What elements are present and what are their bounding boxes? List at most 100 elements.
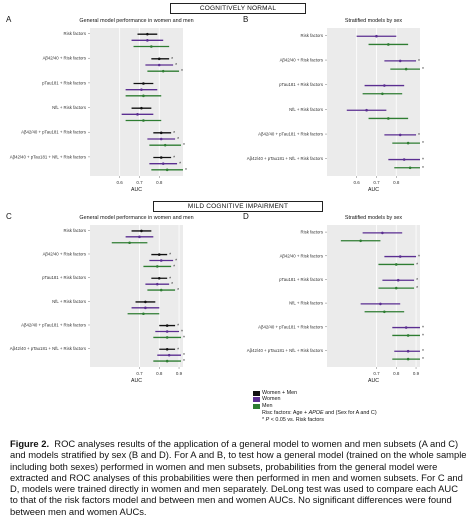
- point-estimate: [398, 255, 402, 258]
- significance-marker: *: [185, 168, 187, 174]
- panel-b-svg: B Stratified models by sex Risk factors Aβ4…: [243, 15, 424, 193]
- x-tick-label: 0.7: [136, 180, 143, 185]
- point-estimate: [150, 45, 153, 48]
- category-label: pTau181 + Risk factors: [42, 80, 86, 85]
- point-estimate: [167, 353, 171, 357]
- panel-title: General model performance in women and m…: [79, 18, 193, 24]
- significance-marker: *: [179, 162, 181, 168]
- category-label: Risk factors: [301, 230, 323, 235]
- panel-c-svg: C General model performance in women and …: [6, 212, 194, 384]
- point-estimate: [165, 347, 169, 351]
- point-estimate: [406, 141, 410, 145]
- category-label: NfL + Risk factors: [52, 105, 86, 110]
- panel-letter: C: [6, 212, 12, 221]
- point-estimate: [398, 59, 402, 63]
- point-estimate: [165, 336, 169, 339]
- cognitively-normal-header: COGNITIVELY NORMAL: [170, 3, 306, 14]
- panel-d-svg: D Stratified models by sex Risk factors Aβ4…: [243, 212, 424, 384]
- panel-title: General model performance in women and m…: [79, 215, 193, 221]
- significance-marker: *: [173, 264, 175, 270]
- panel-title: Stratified models by sex: [345, 18, 403, 24]
- panel-b: B Stratified models by sex Risk factors Aβ4…: [237, 14, 474, 200]
- point-estimate: [161, 162, 165, 165]
- point-estimate: [379, 302, 382, 306]
- point-estimate: [387, 43, 390, 46]
- point-estimate: [165, 330, 169, 333]
- point-estimate: [144, 300, 147, 304]
- point-estimate: [157, 253, 161, 256]
- category-label: Aβ42/40 + pTau181 + NfL + Risk factors: [10, 154, 86, 159]
- x-tick-label: 0.6: [354, 180, 361, 185]
- category-label: Aβ42/40 + Risk factors: [280, 58, 323, 63]
- caption-label: Figure 2.: [10, 438, 50, 449]
- significance-marker: *: [422, 67, 424, 73]
- point-estimate: [383, 84, 386, 87]
- x-tick-label: 0.8: [393, 180, 400, 185]
- category-label: Aβ42/40 + Risk factors: [43, 251, 86, 256]
- point-estimate: [128, 241, 131, 245]
- point-estimate: [396, 278, 400, 282]
- category-label: pTau181 + Risk factors: [279, 82, 323, 87]
- significance-marker: *: [422, 333, 424, 339]
- legend-swatch-both: [253, 390, 260, 396]
- category-label: Aβ42/40 + pTau181 + NfL + Risk factors: [247, 156, 323, 161]
- significance-marker: *: [181, 69, 183, 75]
- x-tick-label: 0.6: [117, 180, 124, 185]
- significance-marker: *: [183, 335, 185, 341]
- point-estimate: [375, 34, 378, 38]
- mild-cognitive-impairment-header: MILD COGNITIVE IMPAIRMENT: [153, 201, 323, 212]
- significance-marker: *: [177, 288, 179, 294]
- x-tick-label: 0.9: [176, 371, 183, 376]
- point-estimate: [381, 231, 384, 235]
- significance-marker: *: [181, 330, 183, 336]
- panel-d: D Stratified models by sex Risk factors Aβ4…: [237, 211, 474, 391]
- category-label: Aβ42/40 + pTau181 + Risk factors: [21, 130, 86, 135]
- point-estimate: [146, 32, 149, 36]
- significance-marker: *: [177, 137, 179, 143]
- point-estimate: [402, 158, 406, 161]
- legend-swatch-men: [253, 403, 260, 409]
- point-estimate: [159, 156, 163, 159]
- significance-marker: *: [183, 359, 185, 365]
- significance-marker: *: [422, 357, 424, 363]
- point-estimate: [140, 229, 143, 233]
- significance-marker: *: [175, 63, 177, 69]
- category-label: Risk factors: [301, 33, 323, 38]
- point-estimate: [159, 137, 163, 141]
- point-estimate: [165, 359, 169, 363]
- point-estimate: [157, 63, 161, 67]
- point-estimate: [142, 82, 145, 85]
- x-tick-label: 0.8: [156, 371, 163, 376]
- point-estimate: [136, 113, 139, 116]
- significance-marker: *: [416, 262, 418, 268]
- point-estimate: [406, 334, 410, 337]
- x-tick-label: 0.7: [136, 371, 143, 376]
- legend-item-men: Men: [253, 403, 463, 410]
- legend-significance-note: * P < 0.05 vs. Risk factors: [262, 416, 324, 423]
- significance-marker: *: [169, 253, 171, 259]
- point-estimate: [408, 166, 412, 170]
- legend-item-both: Women + Men: [253, 390, 463, 397]
- significance-marker: *: [177, 347, 179, 353]
- category-label: NfL + Risk factors: [52, 299, 86, 304]
- category-label: Aβ42/40 + pTau181 + Risk factors: [258, 324, 323, 329]
- point-estimate: [383, 310, 386, 314]
- legend-item-women: Women: [253, 396, 463, 404]
- significance-marker: *: [183, 353, 185, 359]
- significance-marker: *: [175, 259, 177, 265]
- significance-marker: *: [416, 278, 418, 284]
- legend-swatch-women: [253, 397, 260, 403]
- significance-marker: *: [183, 143, 185, 149]
- caption-text: ROC analyses results of the application …: [10, 438, 467, 517]
- significance-marker: *: [416, 286, 418, 292]
- x-tick-label: 0.8: [156, 180, 163, 185]
- point-estimate: [365, 108, 368, 112]
- x-tick-label: 0.8: [393, 371, 400, 376]
- point-estimate: [398, 133, 402, 137]
- significance-marker: *: [173, 131, 175, 137]
- point-estimate: [161, 69, 165, 73]
- panel-a: A General model performance in women and …: [0, 14, 237, 200]
- significance-marker: *: [418, 59, 420, 65]
- panel-c: C General model performance in women and …: [0, 211, 237, 391]
- point-estimate: [159, 131, 163, 135]
